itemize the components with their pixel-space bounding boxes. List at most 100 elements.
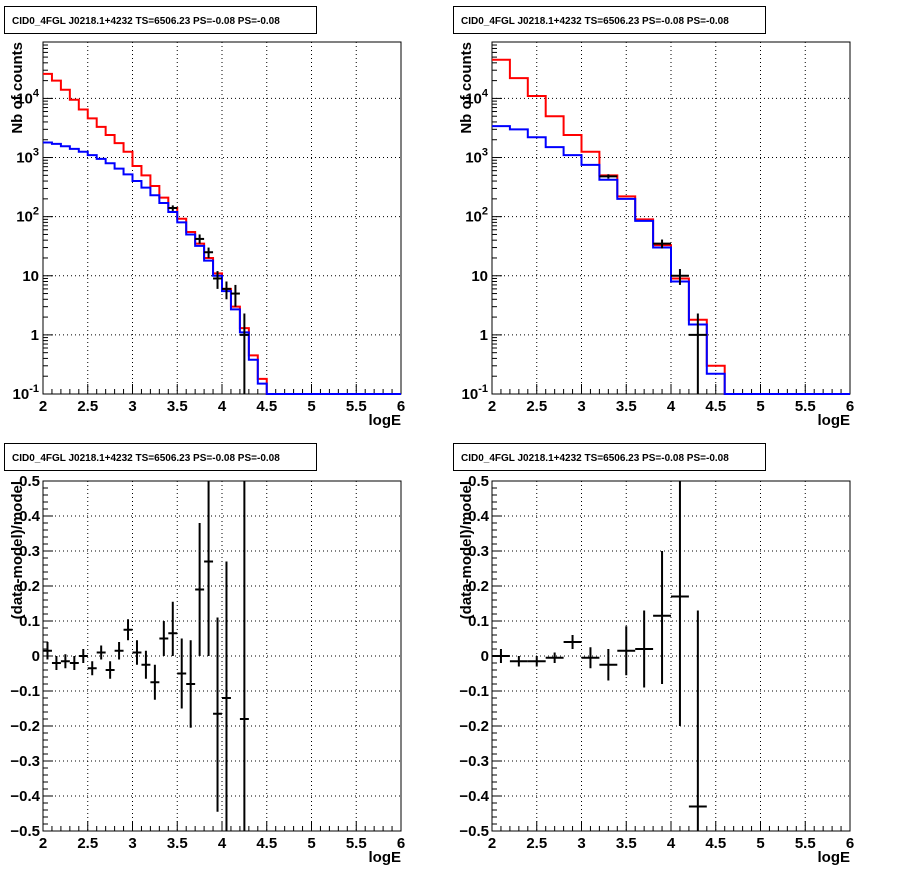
title-frame xyxy=(4,6,317,34)
data-point xyxy=(123,619,133,641)
y-tick-label: 0.1 xyxy=(19,613,40,630)
data-point xyxy=(545,652,564,663)
title-frame xyxy=(453,6,766,34)
series-group xyxy=(43,481,249,831)
data-point xyxy=(671,481,689,726)
y-tick-label: 102 xyxy=(16,206,39,226)
x-tick-label: 5 xyxy=(756,398,764,415)
chart-top-left: CID0_4FGL J0218.1+4232 TS=6506.23 PS=-0.… xyxy=(4,6,405,429)
pad-top-right: CID0_4FGL J0218.1+4232 TS=6506.23 PS=-0.… xyxy=(449,0,898,437)
x-tick-label: 2 xyxy=(39,835,47,852)
x-tick-label: 5.5 xyxy=(795,398,816,415)
plot-frame xyxy=(491,41,851,395)
chart-title: CID0_4FGL J0218.1+4232 TS=6506.23 PS=-0.… xyxy=(461,16,729,27)
data-point xyxy=(492,649,510,663)
y-tick-label: −0.1 xyxy=(10,683,40,700)
data-point xyxy=(168,205,178,211)
y-tick-label: 0.5 xyxy=(19,473,40,490)
y-axis-title: (data-model)/model xyxy=(9,481,26,619)
data-point xyxy=(159,621,169,656)
x-tick-label: 3 xyxy=(577,398,585,415)
data-point xyxy=(563,635,582,649)
data-point xyxy=(60,654,70,669)
x-tick-label: 4 xyxy=(667,835,676,852)
title-frame xyxy=(4,443,317,471)
title-frame xyxy=(453,443,766,471)
y-tick-label: −0.2 xyxy=(459,718,489,735)
y-tick-label: 104 xyxy=(465,87,489,107)
y-tick-label: 10 xyxy=(471,268,488,285)
data-point xyxy=(688,610,707,831)
y-tick-label: −0.5 xyxy=(10,823,40,840)
chart-top-right: CID0_4FGL J0218.1+4232 TS=6506.23 PS=-0.… xyxy=(453,6,854,429)
x-tick-label: 6 xyxy=(397,398,405,415)
x-axis-title: logE xyxy=(369,849,402,866)
data-point xyxy=(222,561,231,831)
x-tick-label: 3.5 xyxy=(167,398,188,415)
x-axis-title: logE xyxy=(818,849,851,866)
y-tick-label: 0.1 xyxy=(468,613,489,630)
x-axis-title: logE xyxy=(818,412,851,429)
x-tick-label: 3.5 xyxy=(616,398,637,415)
y-tick-label: 0.4 xyxy=(468,508,490,525)
data-point xyxy=(213,271,222,289)
x-tick-label: 2.5 xyxy=(526,398,547,415)
data-point xyxy=(132,640,142,665)
plot-frame xyxy=(42,480,402,832)
x-tick-label: 4.5 xyxy=(256,398,277,415)
y-tick-label: 0.3 xyxy=(468,543,489,560)
data-point xyxy=(222,281,231,300)
grid xyxy=(43,481,401,831)
data-point xyxy=(671,269,689,285)
data-point xyxy=(195,234,205,244)
x-tick-label: 5 xyxy=(756,835,764,852)
x-tick-label: 2 xyxy=(39,398,47,415)
x-tick-label: 5 xyxy=(307,398,315,415)
data-point xyxy=(653,551,671,684)
x-tick-label: 2.5 xyxy=(77,398,98,415)
chart-title-box: CID0_4FGL J0218.1+4232 TS=6506.23 PS=-0.… xyxy=(453,6,766,34)
data-point xyxy=(213,617,222,812)
y-tick-label: 0.2 xyxy=(19,578,40,595)
x-tick-label: 4.5 xyxy=(705,398,726,415)
x-tick-label: 5 xyxy=(307,835,315,852)
data-point xyxy=(195,523,205,656)
grid xyxy=(43,42,401,394)
series-group xyxy=(43,72,401,395)
data-point xyxy=(239,481,249,831)
x-tick-label: 6 xyxy=(397,835,405,852)
x-axis-title: logE xyxy=(369,412,402,429)
data-point xyxy=(87,661,97,676)
y-tick-label: 0 xyxy=(32,648,40,665)
x-tick-label: 5.5 xyxy=(346,835,367,852)
y-tick-label: 10-1 xyxy=(13,383,39,403)
pad-bottom-left: CID0_4FGL J0218.1+4232 TS=6506.23 PS=-0.… xyxy=(0,437,449,875)
data-point xyxy=(509,656,528,667)
y-axis-title: Nb of counts xyxy=(9,42,26,134)
data-point xyxy=(150,664,160,700)
y-axis-title: (data-model)/model xyxy=(458,481,475,619)
data-point xyxy=(599,174,618,179)
data-point xyxy=(204,247,214,258)
x-tick-label: 2.5 xyxy=(77,835,98,852)
data-point xyxy=(186,640,196,728)
data-point xyxy=(527,656,546,667)
x-tick-label: 2.5 xyxy=(526,835,547,852)
chart-title: CID0_4FGL J0218.1+4232 TS=6506.23 PS=-0.… xyxy=(12,16,280,27)
data-point xyxy=(114,642,124,660)
x-tick-label: 6 xyxy=(846,835,854,852)
data-point xyxy=(69,656,79,670)
histogram-line-1 xyxy=(43,141,401,395)
data-point xyxy=(96,645,106,660)
y-tick-label: −0.5 xyxy=(459,823,489,840)
data-point xyxy=(230,284,240,307)
series-group xyxy=(492,481,707,831)
x-tick-label: 3 xyxy=(128,398,136,415)
plot-frame xyxy=(42,41,402,395)
histogram-line-0 xyxy=(43,72,401,395)
chart-title-box: CID0_4FGL J0218.1+4232 TS=6506.23 PS=-0.… xyxy=(4,6,317,34)
data-point xyxy=(204,481,214,656)
y-tick-label: −0.4 xyxy=(459,788,489,805)
data-point xyxy=(177,638,187,709)
y-tick-label: 1 xyxy=(31,327,39,344)
